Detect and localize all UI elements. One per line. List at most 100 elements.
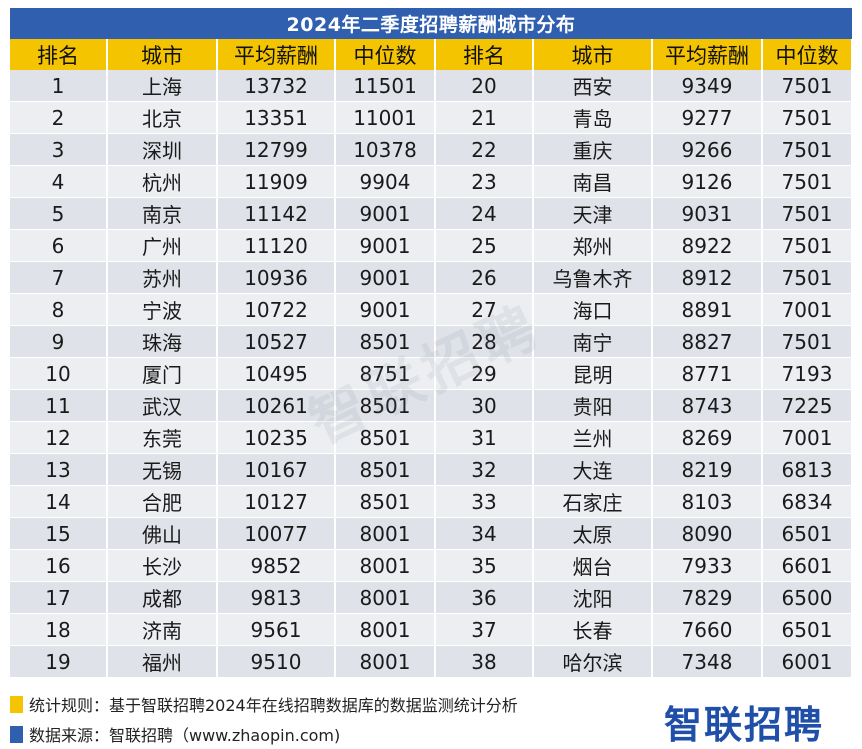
avg-salary-cell: 9126	[652, 165, 763, 198]
avg-salary-cell: 8219	[652, 453, 763, 486]
median-cell: 8001	[335, 517, 436, 550]
table-row: 13 无锡 10167 8501 32 大连 8219 6813	[10, 453, 853, 486]
median-cell: 10378	[335, 133, 436, 166]
median-cell: 7001	[762, 421, 853, 454]
table-row: 16 长沙 9852 8001 35 烟台 7933 6601	[10, 549, 853, 582]
city-cell: 长沙	[107, 549, 218, 582]
table-row: 6 广州 11120 9001 25 郑州 8922 7501	[10, 229, 853, 262]
median-cell: 6501	[762, 517, 853, 550]
table-row: 10 厦门 10495 8751 29 昆明 8771 7193	[10, 357, 853, 390]
table-row: 7 苏州 10936 9001 26 乌鲁木齐 8912 7501	[10, 261, 853, 294]
avg-salary-cell: 10127	[217, 485, 336, 518]
city-cell: 珠海	[107, 325, 218, 358]
table-row: 15 佛山 10077 8001 34 太原 8090 6501	[10, 517, 853, 550]
city-cell: 上海	[107, 70, 218, 102]
median-cell: 8001	[335, 645, 436, 678]
median-cell: 8501	[335, 389, 436, 422]
avg-salary-cell: 12799	[217, 133, 336, 166]
avg-salary-cell: 8743	[652, 389, 763, 422]
rank-cell: 22	[435, 133, 534, 166]
table-row: 19 福州 9510 8001 38 哈尔滨 7348 6001	[10, 645, 853, 678]
city-cell: 昆明	[533, 357, 653, 390]
table-row: 14 合肥 10127 8501 33 石家庄 8103 6834	[10, 485, 853, 518]
median-cell: 9001	[335, 261, 436, 294]
median-cell: 11501	[335, 70, 436, 102]
rank-cell: 35	[435, 549, 534, 582]
city-cell: 青岛	[533, 101, 653, 134]
table-row: 2 北京 13351 11001 21 青岛 9277 7501	[10, 101, 853, 134]
rank-cell: 28	[435, 325, 534, 358]
table-row: 17 成都 9813 8001 36 沈阳 7829 6500	[10, 581, 853, 614]
table-body: 1 上海 13732 11501 20 西安 9349 7501 2 北京 13351 11001 21…	[10, 70, 853, 678]
city-cell: 合肥	[107, 485, 218, 518]
table-row: 11 武汉 10261 8501 30 贵阳 8743 7225	[10, 389, 853, 422]
header-median: 中位数	[762, 39, 853, 70]
header-city: 城市	[107, 39, 218, 70]
avg-salary-cell: 8922	[652, 229, 763, 262]
median-cell: 8751	[335, 357, 436, 390]
table-row: 8 宁波 10722 9001 27 海口 8891 7001	[10, 293, 853, 326]
avg-salary-cell: 8090	[652, 517, 763, 550]
avg-salary-cell: 8103	[652, 485, 763, 518]
avg-salary-cell: 10936	[217, 261, 336, 294]
median-cell: 7501	[762, 229, 853, 262]
city-cell: 石家庄	[533, 485, 653, 518]
median-cell: 8001	[335, 549, 436, 582]
avg-salary-cell: 11120	[217, 229, 336, 262]
city-cell: 南昌	[533, 165, 653, 198]
rank-cell: 1	[10, 70, 108, 102]
median-cell: 9001	[335, 197, 436, 230]
median-cell: 8501	[335, 325, 436, 358]
median-cell: 7501	[762, 101, 853, 134]
avg-salary-cell: 10527	[217, 325, 336, 358]
rank-cell: 37	[435, 613, 534, 646]
city-cell: 郑州	[533, 229, 653, 262]
rank-cell: 20	[435, 70, 534, 102]
avg-salary-cell: 13351	[217, 101, 336, 134]
city-cell: 大连	[533, 453, 653, 486]
city-cell: 济南	[107, 613, 218, 646]
city-cell: 海口	[533, 293, 653, 326]
rank-cell: 17	[10, 581, 108, 614]
city-cell: 烟台	[533, 549, 653, 582]
rank-cell: 24	[435, 197, 534, 230]
city-cell: 北京	[107, 101, 218, 134]
median-cell: 11001	[335, 101, 436, 134]
rank-cell: 10	[10, 357, 108, 390]
rank-cell: 16	[10, 549, 108, 582]
avg-salary-cell: 8912	[652, 261, 763, 294]
median-cell: 7501	[762, 70, 853, 102]
avg-salary-cell: 8771	[652, 357, 763, 390]
rank-cell: 12	[10, 421, 108, 454]
avg-salary-cell: 10077	[217, 517, 336, 550]
yellow-square-icon	[10, 695, 23, 713]
rank-cell: 23	[435, 165, 534, 198]
city-cell: 厦门	[107, 357, 218, 390]
median-cell: 7501	[762, 261, 853, 294]
rank-cell: 38	[435, 645, 534, 678]
header-avg-salary: 平均薪酬	[217, 39, 336, 70]
zhaopin-logo: 智联招聘	[663, 703, 824, 747]
city-cell: 东莞	[107, 421, 218, 454]
city-cell: 天津	[533, 197, 653, 230]
avg-salary-cell: 7348	[652, 645, 763, 678]
avg-salary-cell: 10722	[217, 293, 336, 326]
city-cell: 贵阳	[533, 389, 653, 422]
median-cell: 7501	[762, 133, 853, 166]
median-cell: 6501	[762, 613, 853, 646]
median-cell: 9001	[335, 293, 436, 326]
table-row: 5 南京 11142 9001 24 天津 9031 7501	[10, 197, 853, 230]
avg-salary-cell: 11142	[217, 197, 336, 230]
city-cell: 兰州	[533, 421, 653, 454]
table-row: 4 杭州 11909 9904 23 南昌 9126 7501	[10, 165, 853, 198]
rank-cell: 2	[10, 101, 108, 134]
avg-salary-cell: 10235	[217, 421, 336, 454]
rank-cell: 32	[435, 453, 534, 486]
avg-salary-cell: 9561	[217, 613, 336, 646]
header-median: 中位数	[335, 39, 436, 70]
rank-cell: 19	[10, 645, 108, 678]
salary-table: 排名 城市 平均薪酬 中位数 排名 城市 平均薪酬 中位数 1 上海 13732 11…	[10, 39, 853, 678]
city-cell: 长春	[533, 613, 653, 646]
city-cell: 杭州	[107, 165, 218, 198]
avg-salary-cell: 10495	[217, 357, 336, 390]
